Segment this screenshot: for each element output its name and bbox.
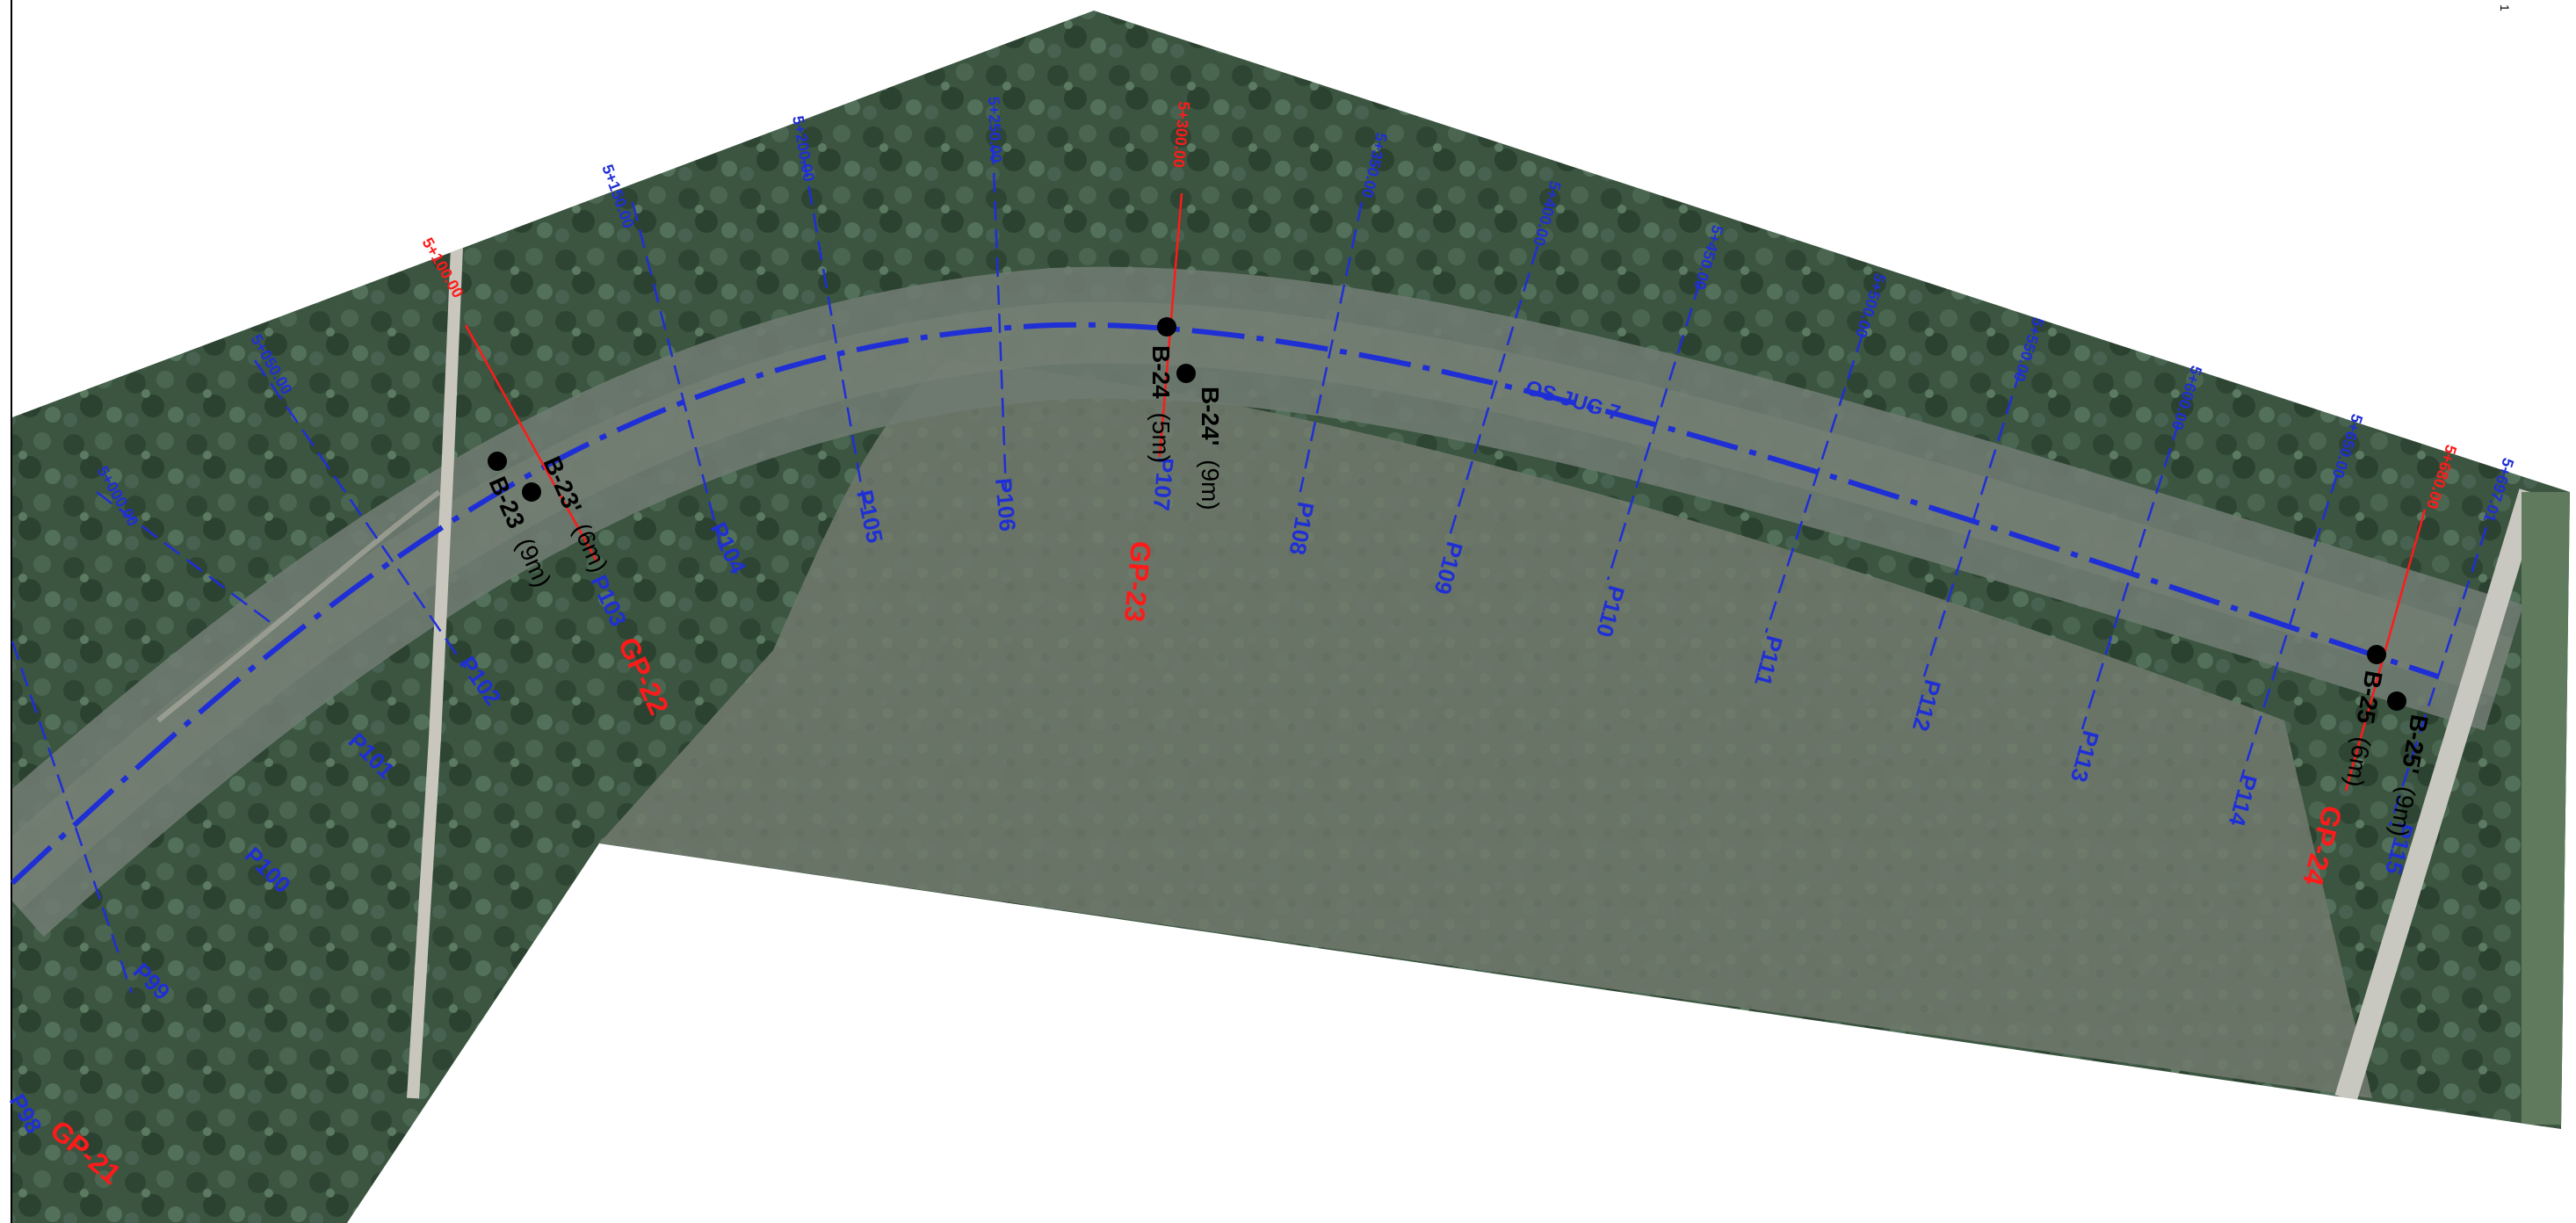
forest-road [407,245,463,1099]
borehole-depth: (5m) [1147,412,1175,463]
svg-text:B-24' (9m): B-24' (9m) [1197,387,1224,510]
svg-text:B-24 (5m): B-24 (5m) [1147,345,1175,463]
borehole-id: B-24' [1197,387,1224,445]
station-lines [11,144,2488,994]
borehole-marker [1176,364,1196,383]
profile-label: P107 [1148,456,1179,511]
geo-point-label: GP-23 [1118,539,1157,623]
borehole-marker [488,452,507,471]
paved-road [2334,488,2542,1102]
borehole-marker [2367,645,2386,664]
alignment-centerline [10,322,2439,886]
profile-label: P106 [990,477,1021,532]
borehole-depth: (9m) [1197,460,1224,510]
borehole-marker [2387,691,2406,711]
open-field [599,360,2372,1098]
station-label: 5+250.00 [985,96,1005,163]
corner-mark: 1 [2498,4,2512,11]
borehole-marker [522,482,541,502]
borehole-marker [1157,317,1176,337]
borehole-id: B-24 [1147,345,1175,399]
